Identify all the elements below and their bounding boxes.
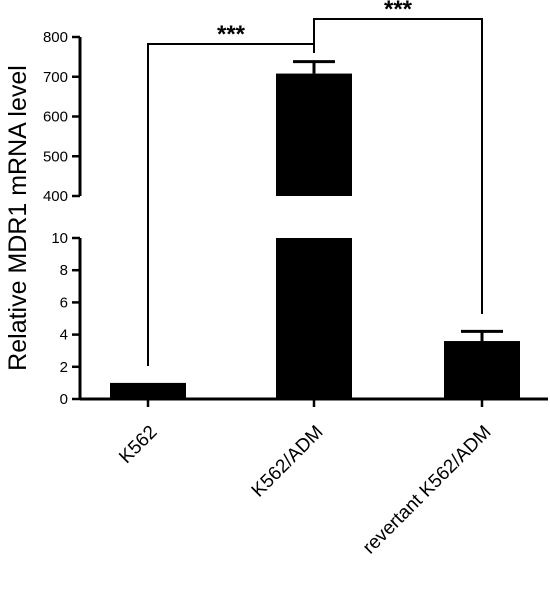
y-tick-label: 10 <box>51 230 68 247</box>
y-axis-title: Relative MDR1 mRNA level <box>4 65 32 371</box>
y-tick-label: 2 <box>60 359 68 376</box>
y-tick-label: 6 <box>60 294 68 311</box>
y-tick-label: 0 <box>60 391 68 408</box>
significance-bracket <box>313 18 483 314</box>
y-tick-label: 700 <box>43 69 68 86</box>
y-tick-label: 500 <box>43 148 68 165</box>
labels: 0 2 4 6 8 10 400 500 600 700 800 K562 K562/ADM revert… <box>4 0 496 558</box>
bar-1-lower <box>276 238 352 399</box>
category-label: K562 <box>115 422 161 468</box>
y-tick-label: 400 <box>43 188 68 205</box>
significance-label: *** <box>384 0 413 23</box>
error-bars <box>293 60 503 342</box>
significance-brackets <box>147 18 483 366</box>
bar-1-upper <box>276 73 352 196</box>
y-tick-label: 600 <box>43 109 68 126</box>
bar-0 <box>110 382 186 399</box>
y-tick-label: 800 <box>43 29 68 46</box>
significance-label: *** <box>217 21 246 48</box>
category-label: revertant K562/ADM <box>359 422 496 559</box>
y-tick-label: 8 <box>60 262 68 279</box>
category-label: K562/ADM <box>248 422 328 502</box>
y-tick-label: 4 <box>60 327 68 344</box>
bar-2 <box>444 341 520 399</box>
bars <box>110 73 520 399</box>
